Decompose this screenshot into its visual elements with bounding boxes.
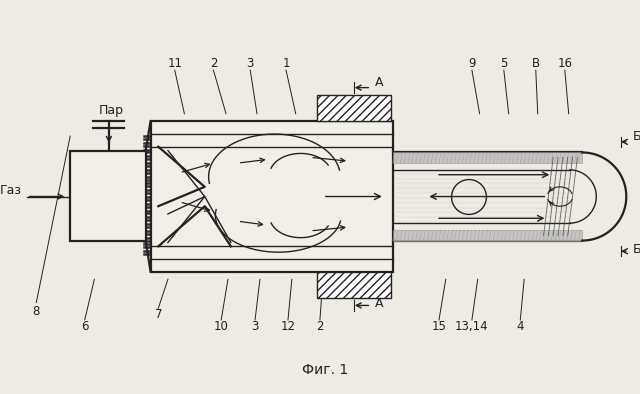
Text: 16: 16 xyxy=(557,57,572,70)
Text: 3: 3 xyxy=(246,57,254,70)
Text: 8: 8 xyxy=(33,305,40,318)
Text: 12: 12 xyxy=(280,320,296,333)
Text: 3: 3 xyxy=(252,320,259,333)
Text: 10: 10 xyxy=(214,320,228,333)
FancyBboxPatch shape xyxy=(392,152,582,163)
Text: В: В xyxy=(532,57,540,70)
Text: 9: 9 xyxy=(468,57,476,70)
Text: Пар: Пар xyxy=(99,104,124,117)
Text: 2: 2 xyxy=(316,320,324,333)
FancyBboxPatch shape xyxy=(317,95,390,121)
Text: 15: 15 xyxy=(431,320,447,333)
Text: 4: 4 xyxy=(516,320,524,333)
Text: 2: 2 xyxy=(210,57,217,70)
FancyBboxPatch shape xyxy=(392,230,582,241)
Text: Фиг. 1: Фиг. 1 xyxy=(301,363,348,377)
FancyBboxPatch shape xyxy=(317,271,390,298)
Text: 13,14: 13,14 xyxy=(455,320,489,333)
Text: 6: 6 xyxy=(81,320,88,333)
Text: Б: Б xyxy=(632,243,640,256)
Text: Газ: Газ xyxy=(0,184,22,197)
Text: 5: 5 xyxy=(500,57,508,70)
Text: 1: 1 xyxy=(282,57,290,70)
FancyBboxPatch shape xyxy=(150,121,392,271)
FancyBboxPatch shape xyxy=(70,151,146,241)
Text: А: А xyxy=(375,297,383,310)
Text: 7: 7 xyxy=(154,309,162,322)
Text: 11: 11 xyxy=(167,57,182,70)
Text: А: А xyxy=(375,76,383,89)
Text: Б: Б xyxy=(632,130,640,143)
